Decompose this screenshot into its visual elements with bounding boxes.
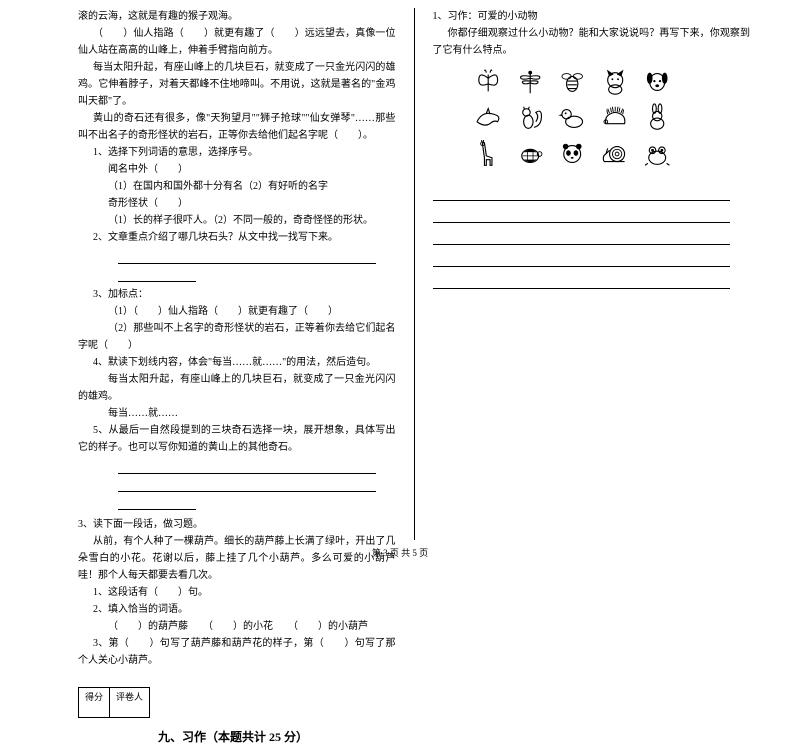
paragraph-text: 滚的云海，这就是有趣的猴子观海。 — [78, 8, 396, 25]
paragraph-text: 黄山的奇石还有很多，像"天狗望月""狮子抢球""仙女弹琴"……那些叫不出名子的奇… — [78, 110, 396, 144]
giraffe-icon — [473, 139, 503, 169]
question-3: 3、加标点： — [78, 286, 396, 303]
bee-icon — [557, 67, 587, 97]
writing-blank — [433, 245, 731, 267]
answer-blank — [118, 460, 376, 474]
question-4: 4、默读下划线内容，体会"每当……就……"的用法，然后造句。 — [78, 354, 396, 371]
question-4-item: 每当太阳升起，有座山峰上的几块巨石，就变成了一只金光闪闪的雄鸡。 — [78, 371, 396, 405]
animal-row — [473, 103, 673, 133]
hedgehog-icon — [600, 103, 630, 133]
panda-icon — [557, 139, 587, 169]
score-cell-score: 得分 — [78, 687, 110, 718]
writing-title: 1、习作：可爱的小动物 — [433, 8, 751, 25]
right-column: 1、习作：可爱的小动物 你都仔细观察过什么小动物？能和大家说说吗？再写下来，你观… — [423, 8, 761, 540]
section-3-q2-item: （ ）的葫芦藤 （ ）的小花 （ ）的小葫芦 — [78, 618, 396, 635]
writing-prompt: 你都仔细观察过什么小动物？能和大家说说吗？再写下来，你观察到了它有什么特点。 — [433, 25, 751, 59]
score-cell-grader: 评卷人 — [109, 687, 150, 718]
snail-icon — [600, 139, 630, 169]
answer-blank — [118, 478, 376, 492]
writing-blank — [433, 267, 731, 289]
section-3-q1: 1、这段话有（ ）句。 — [78, 584, 396, 601]
page-container: 滚的云海，这就是有趣的猴子观海。 （ ）仙人指路（ ）就更有趣了（ ）远远望去，… — [0, 0, 800, 540]
answer-blank — [118, 268, 196, 282]
answer-blank — [118, 250, 376, 264]
section-3: 3、读下面一段话，做习题。 — [78, 516, 396, 533]
animal-row — [473, 67, 673, 97]
question-5: 5、从最后一自然段提到的三块奇石选择一块，展开想象，具体写出它的样子。也可以写你… — [78, 422, 396, 456]
animal-row — [473, 139, 673, 169]
question-1-item: 闻名中外（ ） — [78, 161, 396, 178]
column-divider — [414, 8, 415, 540]
animal-grid — [473, 67, 673, 169]
cat-icon — [600, 67, 630, 97]
paragraph-text: （ ）仙人指路（ ）就更有趣了（ ）远远望去，真像一位仙人站在高高的山峰上，伸着… — [78, 25, 396, 59]
writing-blank — [433, 223, 731, 245]
dog-icon — [642, 67, 672, 97]
section-3-q3: 3、第（ ）句写了葫芦藤和葫芦花的样子，第（ ）句写了那个人关心小葫芦。 — [78, 635, 396, 669]
paragraph-text: 每当太阳升起，有座山峰上的几块巨石，就变成了一只金光闪闪的雄鸡。它伸着脖子，对着… — [78, 59, 396, 110]
question-3-item: （2）那些叫不上名字的奇形怪状的岩石，正等着你去给它们起名字呢（ ） — [78, 320, 396, 354]
dolphin-icon — [473, 103, 503, 133]
squirrel-icon — [515, 103, 545, 133]
page-footer: 第 3 页 共 5 页 — [0, 546, 800, 559]
question-1-item: （1）长的样子很吓人。（2）不同一般的，奇奇怪怪的形状。 — [78, 212, 396, 229]
butterfly-icon — [473, 67, 503, 97]
question-4-item: 每当……就…… — [78, 405, 396, 422]
rabbit-icon — [642, 103, 672, 133]
section-3-q2: 2、填入恰当的词语。 — [78, 601, 396, 618]
question-1-item: （1）在国内和国外都十分有名（2）有好听的名字 — [78, 178, 396, 195]
duck-icon — [557, 103, 587, 133]
question-1-item: 奇形怪状（ ） — [78, 195, 396, 212]
writing-blank — [433, 201, 731, 223]
section-title-9: 九、习作（本题共计 25 分） — [158, 728, 396, 745]
dragonfly-icon — [515, 67, 545, 97]
question-1: 1、选择下列词语的意思，选择序号。 — [78, 144, 396, 161]
writing-blank — [433, 179, 731, 201]
question-3-item: （1）（ ）仙人指路（ ）就更有趣了（ ） — [78, 303, 396, 320]
left-column: 滚的云海，这就是有趣的猴子观海。 （ ）仙人指路（ ）就更有趣了（ ）远远望去，… — [68, 8, 406, 540]
turtle-icon — [515, 139, 545, 169]
question-2: 2、文章重点介绍了哪几块石头？从文中找一找写下来。 — [78, 229, 396, 246]
answer-blank — [118, 496, 196, 510]
score-box: 得分 评卷人 — [78, 687, 396, 718]
frog-icon — [642, 139, 672, 169]
